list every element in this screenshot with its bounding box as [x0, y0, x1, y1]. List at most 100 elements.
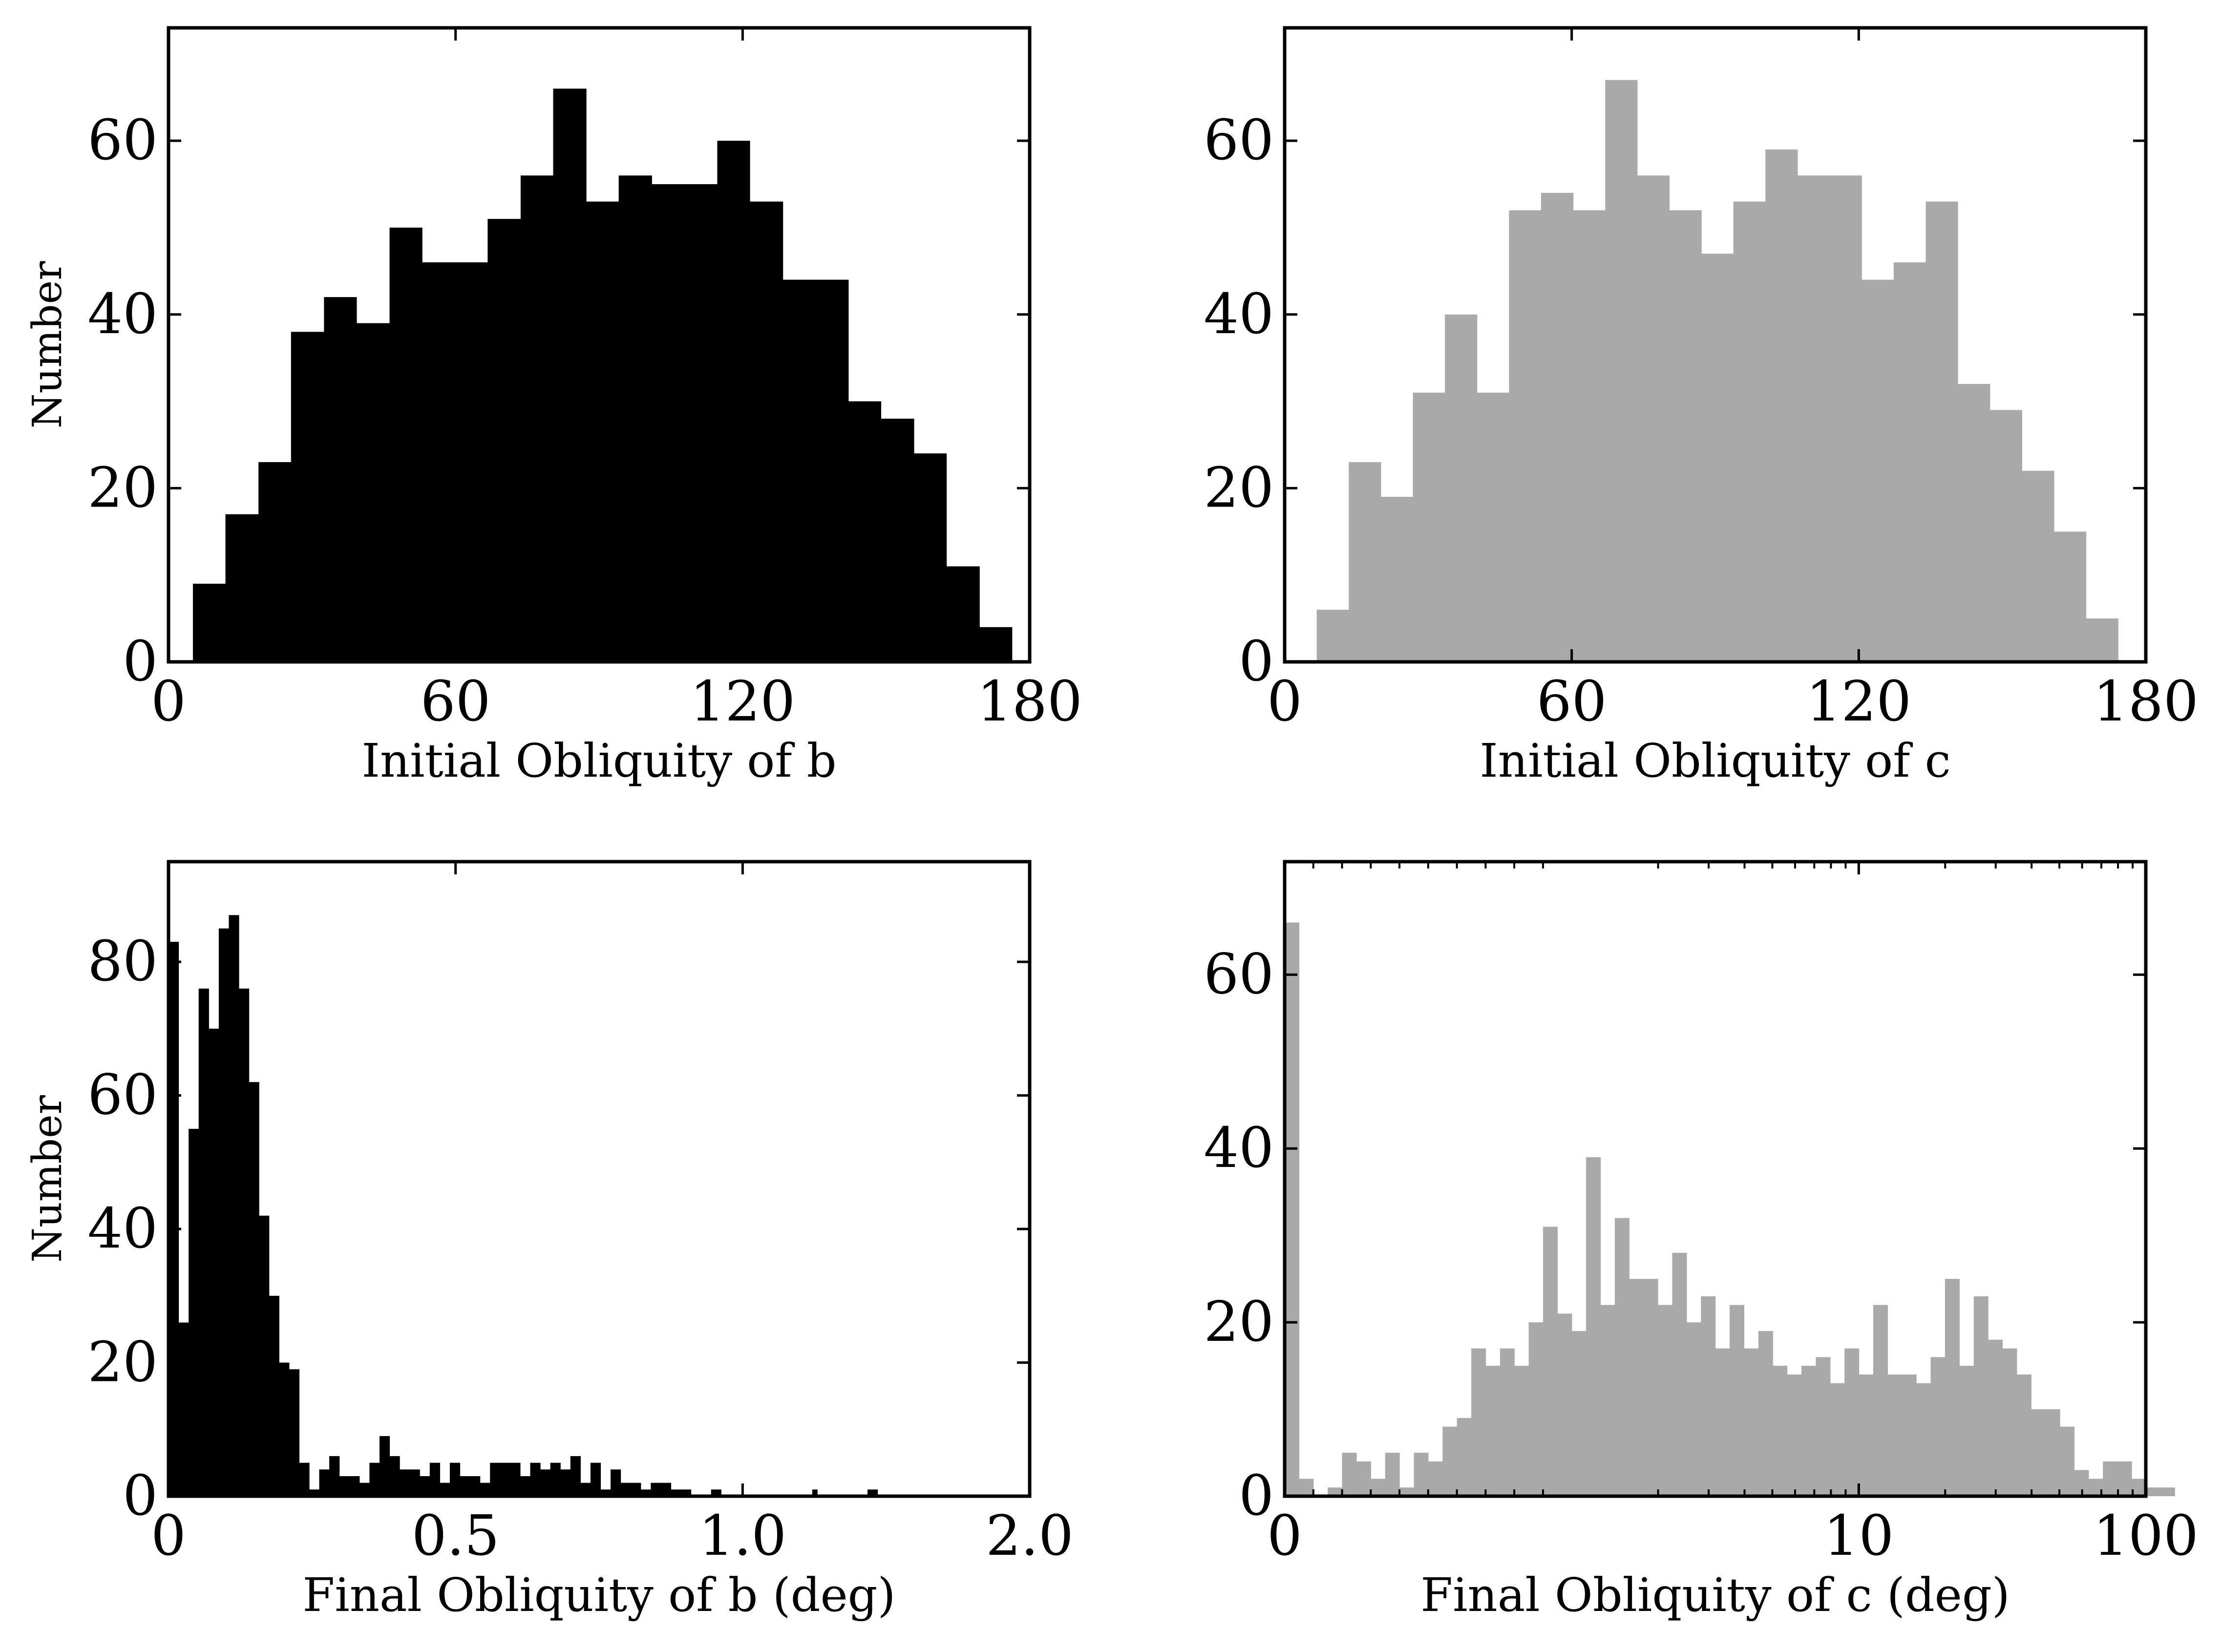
histogram-bar	[1557, 1313, 1572, 1496]
histogram-bar	[319, 1469, 330, 1496]
histogram-bar	[339, 1476, 350, 1496]
panel-final-obliquity-b: 0 0.5 1.0 2.0 0 20 40 60 80 Final Obliqu…	[24, 860, 1074, 1622]
histogram-bar	[1916, 1383, 1931, 1496]
histogram-bar	[1509, 210, 1542, 662]
x-tick-labels-initial-c: 0 60 120 180	[1267, 669, 2199, 734]
y-tick-labels-initial-b: 0 20 40 60	[87, 108, 158, 694]
histogram-bar	[238, 988, 250, 1496]
histogram-bar	[520, 175, 554, 662]
histogram-bar	[590, 1462, 601, 1496]
y-axis-label-initial-b: Number	[24, 261, 71, 428]
axes-frame-final-b	[167, 860, 1032, 1498]
x-axis-label-initial-c: Initial Obliquity of c	[1480, 734, 1951, 788]
x-tick-label: 60	[1537, 669, 1607, 734]
histogram-bar	[1887, 1374, 1903, 1496]
histogram-bar	[324, 297, 357, 662]
tick-marks-initial-b	[167, 28, 1031, 663]
y-tick-label: 40	[1204, 282, 1274, 346]
histogram-bar	[783, 279, 816, 662]
axes-frame-initial-b	[167, 26, 1032, 664]
histogram-bar	[979, 627, 1013, 662]
histogram-bar	[1380, 497, 1414, 662]
histogram-bar	[2103, 1461, 2118, 1496]
x-tick-label: 120	[1806, 669, 1911, 734]
x-tick-label: 10	[1823, 1504, 1894, 1568]
histogram-bar	[1614, 1218, 1629, 1496]
histogram-bar	[487, 219, 521, 662]
x-tick-label: 0.5	[412, 1504, 500, 1568]
histogram-bar	[1730, 1305, 1745, 1496]
histogram-bar	[258, 462, 292, 662]
axes-frame-final-c	[1283, 860, 2148, 1498]
histogram-bar	[1643, 1279, 1658, 1496]
histogram-bar	[1787, 1374, 1802, 1496]
histogram-bar	[1758, 1331, 1773, 1496]
histogram-bar	[1471, 1348, 1486, 1496]
histogram-bar	[189, 1128, 199, 1496]
histogram-bar	[1399, 1487, 1415, 1496]
histogram-bar	[379, 1436, 390, 1496]
histogram-bar	[2146, 1487, 2161, 1496]
x-tick-label: 60	[421, 669, 491, 734]
histogram-bar	[1528, 1322, 1544, 1496]
histogram-bar	[1477, 392, 1509, 662]
histogram-bar	[913, 453, 947, 662]
histogram-bar	[259, 1215, 270, 1496]
histogram-bar	[1428, 1461, 1443, 1496]
histogram-bar	[1744, 1348, 1759, 1496]
histogram-bar	[1457, 1418, 1472, 1496]
histogram-bar	[881, 419, 914, 662]
histogram-bar	[1371, 1479, 1386, 1496]
histogram-bar	[329, 1456, 340, 1496]
y-tick-label: 20	[1204, 455, 1274, 520]
histogram-bar	[750, 201, 783, 662]
x-axis-label-initial-b: Initial Obliquity of b	[361, 734, 836, 788]
histogram-bar	[192, 583, 226, 662]
histogram-bar	[389, 227, 423, 662]
histogram-bars-final-c	[1285, 922, 2175, 1496]
histogram-bar	[218, 928, 230, 1496]
histogram-bar	[1637, 175, 1670, 662]
histogram-bar	[480, 1483, 490, 1496]
x-tick-label: 100	[2093, 1504, 2199, 1568]
histogram-bar	[356, 323, 390, 662]
histogram-bar	[422, 262, 456, 662]
histogram-bar	[1830, 1383, 1845, 1496]
x-axis-label-final-b: Final Obliquity of b (deg)	[302, 1568, 895, 1622]
histogram-bar	[1342, 1453, 1357, 1496]
histogram-bar	[1316, 610, 1349, 662]
histogram-bar	[400, 1469, 410, 1496]
y-tick-label: 40	[87, 282, 158, 346]
y-tick-label: 0	[1239, 629, 1274, 694]
histogram-bar	[1586, 1157, 1601, 1496]
histogram-bar	[1773, 1366, 1788, 1496]
histogram-bar	[1669, 210, 1702, 662]
histogram-bar	[169, 942, 179, 1496]
histogram-bar	[369, 1462, 380, 1496]
histogram-bar	[1543, 1227, 1558, 1496]
histogram-bar	[2053, 531, 2087, 662]
histogram-bar	[1541, 192, 1574, 662]
histogram-bar	[1902, 1374, 1917, 1496]
histogram-bar	[2060, 1426, 2075, 1496]
histogram-bar	[660, 1483, 672, 1496]
histogram-bar	[530, 1462, 541, 1496]
histogram-bar	[1442, 1426, 1458, 1496]
histogram-bar	[1413, 392, 1445, 662]
x-tick-labels-final-b: 0 0.5 1.0 2.0	[151, 1504, 1074, 1568]
histogram-bar	[1701, 1296, 1716, 1496]
histogram-bar	[500, 1462, 510, 1496]
x-tick-labels-initial-b: 0 60 120 180	[151, 669, 1082, 734]
y-tick-label: 0	[123, 1463, 158, 1528]
histogram-bar	[631, 1483, 641, 1496]
histogram-bar	[1989, 410, 2022, 662]
histogram-bar	[1958, 384, 1990, 662]
y-tick-label: 0	[123, 629, 158, 694]
x-tick-label: 0	[151, 669, 186, 734]
panel-final-obliquity-c: 0 10 100 0 20 40 60 Final Obliquity of c…	[1204, 860, 2199, 1622]
histogram-bar	[1973, 1296, 1989, 1496]
y-tick-label: 60	[1204, 942, 1274, 1006]
histogram-bar	[1356, 1461, 1371, 1496]
histogram-bar	[1829, 175, 1862, 662]
histogram-bar	[717, 141, 750, 662]
